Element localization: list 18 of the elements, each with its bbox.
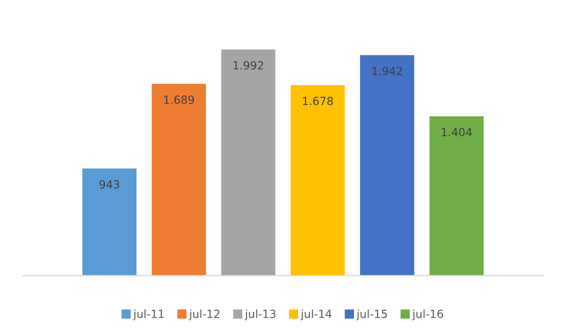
data-label: 1.942 <box>372 66 402 76</box>
bar <box>360 55 414 276</box>
legend-label: jul-12 <box>188 309 220 320</box>
legend-label: jul-15 <box>356 309 387 320</box>
bar <box>429 116 484 276</box>
bar <box>82 168 137 276</box>
legend-label: jul-14 <box>300 309 332 320</box>
data-label: 1.992 <box>234 61 264 70</box>
legend-label: jul-13 <box>244 309 276 320</box>
bar <box>290 85 345 276</box>
legend-label: jul-11 <box>133 309 164 320</box>
bar <box>152 84 206 276</box>
data-label: 1.404 <box>442 128 472 136</box>
bar <box>221 49 276 276</box>
data-label: 1.678 <box>303 96 333 106</box>
data-label: 943 <box>100 180 120 189</box>
legend-label: jul-16 <box>412 309 444 320</box>
data-label: 1.689 <box>164 96 194 104</box>
